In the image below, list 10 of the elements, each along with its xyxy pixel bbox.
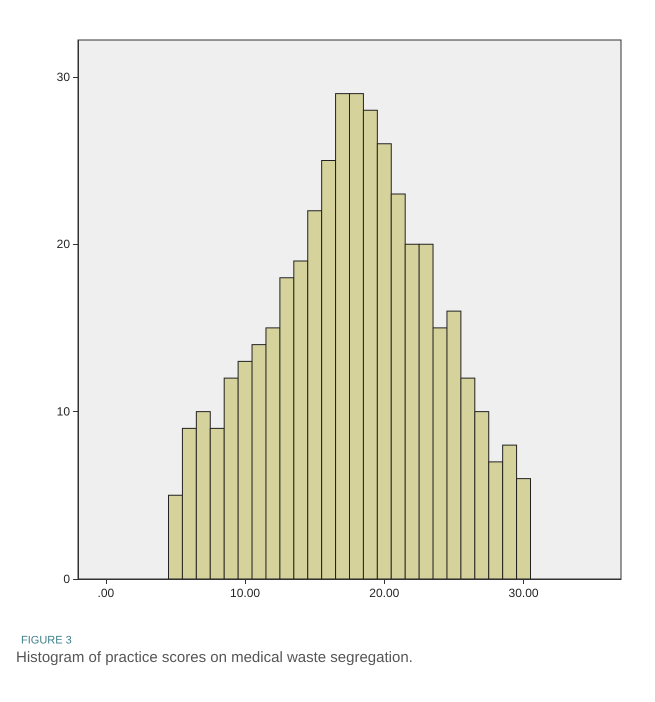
x-tick-label: 20.00 bbox=[369, 586, 400, 600]
y-tick-label: 30 bbox=[56, 70, 70, 84]
x-tick-label: 30.00 bbox=[508, 586, 539, 600]
text: Histogram of practice scores on medical waste segregation. bbox=[16, 649, 413, 666]
y-tick-label: 20 bbox=[56, 237, 70, 252]
x-tick-label: 10.00 bbox=[230, 586, 260, 600]
x-tick-label: .00 bbox=[98, 586, 115, 600]
y-tick-label: 10 bbox=[56, 404, 70, 419]
y-tick-label: 0 bbox=[63, 572, 70, 586]
text: FIGURE 3 bbox=[21, 634, 72, 646]
